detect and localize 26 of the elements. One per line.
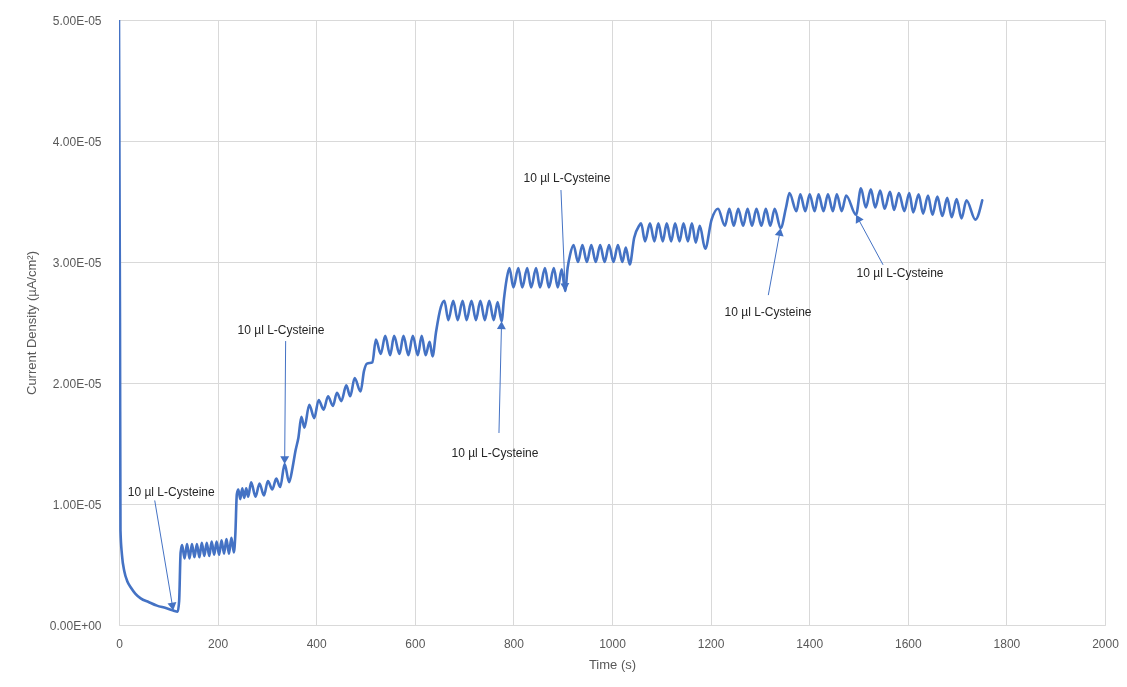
x-tick-label: 1000 [599, 636, 627, 651]
x-axis-title: Time (s) [588, 656, 637, 672]
x-tick-label: 1600 [894, 636, 922, 651]
y-axis-title: Current Density (µA/cm²) [23, 250, 39, 396]
y-tick-label: 3.00E-05 [52, 255, 102, 270]
x-tick-label: 1400 [796, 636, 824, 651]
y-tick-label: 4.00E-05 [52, 134, 102, 149]
y-tick-label: 0.00E+00 [49, 618, 102, 633]
line-series [119, 20, 984, 613]
x-tick-label: 600 [405, 636, 426, 651]
annotation: 10 µl L-Cysteine [237, 323, 325, 338]
x-tick-label: 400 [306, 636, 328, 651]
y-tick-label: 5.00E-05 [52, 13, 102, 28]
annotation: 10 µl L-Cysteine [724, 305, 812, 320]
annotation: 10 µl L-Cysteine [856, 265, 944, 280]
x-tick-label: 1800 [993, 636, 1021, 651]
annotation: 10 µl L-Cysteine [127, 485, 216, 500]
annotation: 10 µl L-Cysteine [523, 171, 611, 186]
y-tick-label: 1.00E-05 [52, 497, 102, 512]
x-tick-label: 2000 [1092, 636, 1120, 651]
annotation: 10 µl L-Cysteine [451, 445, 539, 460]
x-tick-label: 200 [208, 636, 229, 651]
y-tick-label: 2.00E-05 [52, 376, 102, 391]
x-tick-label: 1200 [697, 636, 725, 651]
x-tick-label: 800 [503, 636, 525, 651]
x-tick-label: 0 [116, 636, 124, 651]
